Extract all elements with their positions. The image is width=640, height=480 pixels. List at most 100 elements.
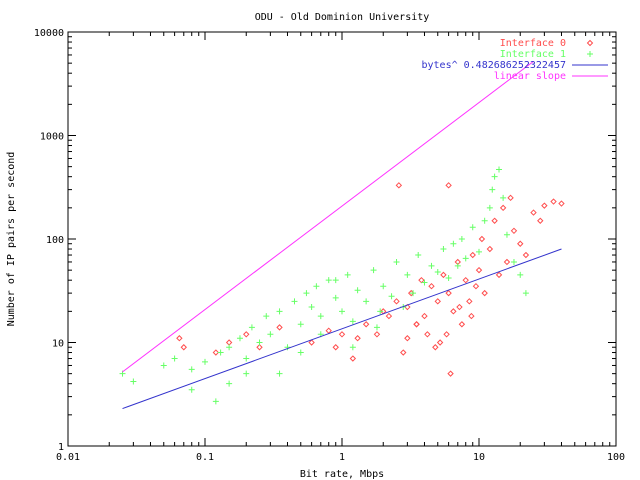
linear-slope-line xyxy=(122,60,534,373)
interface-0-point xyxy=(432,344,439,351)
interface-0-point xyxy=(481,289,488,297)
interface-1-point xyxy=(445,274,452,281)
interface-1-point xyxy=(349,318,356,325)
interface-0-point xyxy=(462,276,469,284)
x-tick-label: 1 xyxy=(339,452,345,463)
interface-0-point xyxy=(468,312,475,320)
interface-1-point xyxy=(503,231,510,238)
y-tick-label: 10000 xyxy=(34,28,64,39)
fit-lines xyxy=(122,60,562,410)
interface-0-point xyxy=(445,182,452,189)
interface-1-point xyxy=(370,267,377,274)
interface-0-point xyxy=(332,344,339,351)
interface-1-point xyxy=(243,370,250,377)
interface-1-point xyxy=(284,344,291,351)
interface-1-point xyxy=(303,290,310,297)
interface-1-point xyxy=(363,298,370,305)
interface-1-point xyxy=(377,308,384,315)
legend-interface-1-marker xyxy=(587,51,593,57)
interface-0-point xyxy=(443,331,450,338)
interface-0-point xyxy=(436,339,444,346)
power-fit-line xyxy=(122,248,562,410)
interface-0-point xyxy=(530,209,537,216)
legend-interface-0-marker xyxy=(586,39,594,47)
interface-0-point xyxy=(400,349,407,356)
interface-1-point xyxy=(171,355,178,362)
interface-0-point xyxy=(373,331,381,338)
interface-1-point xyxy=(226,380,233,387)
interface-1-point xyxy=(291,298,298,305)
interface-0-point xyxy=(450,308,457,315)
interface-1-point xyxy=(415,252,422,259)
interface-1-point xyxy=(450,240,457,247)
interface-0-point xyxy=(276,324,283,331)
interface-0-point xyxy=(491,217,498,224)
interface-0-point xyxy=(445,289,452,297)
interface-1-point xyxy=(440,246,447,253)
interface-0-point xyxy=(256,344,263,351)
interface-1-point xyxy=(339,308,345,315)
interface-0-point xyxy=(338,331,346,338)
legend-linear-slope-label: linear slope xyxy=(494,71,566,82)
interface-1-point xyxy=(297,321,304,328)
interface-0-point xyxy=(558,200,565,207)
interface-0-point xyxy=(475,266,483,274)
interface-1-point xyxy=(130,378,137,385)
interface-1-point xyxy=(256,339,263,346)
interface-0-point xyxy=(243,331,250,338)
interface-1-point xyxy=(332,277,339,284)
interface-1-point xyxy=(212,398,219,405)
interface-0-point xyxy=(362,321,370,328)
interface-1-point xyxy=(248,324,255,331)
interface-1-point xyxy=(393,258,400,265)
x-tick-label: 0.1 xyxy=(196,452,214,463)
interface-1-point xyxy=(308,304,315,311)
interface-0-point xyxy=(395,182,403,189)
interface-1-point xyxy=(317,313,324,320)
interface-1-point xyxy=(243,355,250,362)
interface-0-point xyxy=(421,312,428,320)
interface-1-point xyxy=(267,331,274,338)
interface-1-point xyxy=(496,166,503,173)
interface-0-point xyxy=(428,282,435,290)
interface-1-point xyxy=(263,313,270,320)
interface-0-point xyxy=(354,335,361,342)
legend-power-fit-label: bytes^ 0.482686252322457 xyxy=(422,60,567,71)
interface-1-point xyxy=(373,324,380,331)
interface-1-point xyxy=(522,290,529,297)
interface-1-point xyxy=(276,370,283,377)
interface-0-point xyxy=(440,271,447,279)
interface-0-point xyxy=(510,227,518,235)
interface-1-point xyxy=(380,283,387,290)
interface-1-point xyxy=(188,386,195,393)
interface-0-point xyxy=(447,370,454,377)
interface-1-point xyxy=(344,271,351,278)
interface-1-point xyxy=(297,349,304,356)
interface-1-point xyxy=(202,358,208,365)
interface-1-point xyxy=(188,366,195,373)
interface-0-point xyxy=(434,298,441,305)
interface-0-point xyxy=(458,321,466,328)
x-tick-label: 10 xyxy=(473,452,485,463)
interface-0-point xyxy=(517,240,524,247)
interface-1-point xyxy=(434,268,441,275)
interface-1-point xyxy=(388,293,395,300)
interface-0-point xyxy=(404,303,411,311)
interface-1-point xyxy=(489,186,496,193)
y-tick-label: 1000 xyxy=(40,132,64,143)
axis-ticks: 0.01 0.1 1 10 100 1 10 100 1000 10000 xyxy=(34,28,625,463)
interface-0-point xyxy=(472,282,480,290)
interface-0-point xyxy=(466,298,473,305)
y-axis-label: Number of IP pairs per second xyxy=(6,152,17,327)
plot-frame xyxy=(67,31,617,447)
interface-0-point xyxy=(550,198,557,205)
interface-1-point xyxy=(500,194,507,201)
legend-interface-0-label: Interface 0 xyxy=(500,38,566,49)
x-tick-label: 100 xyxy=(607,452,625,463)
interface-1-point xyxy=(476,248,482,255)
interface-0-point xyxy=(424,331,431,338)
interface-0-point xyxy=(393,298,400,305)
interface-0-point xyxy=(495,271,503,279)
